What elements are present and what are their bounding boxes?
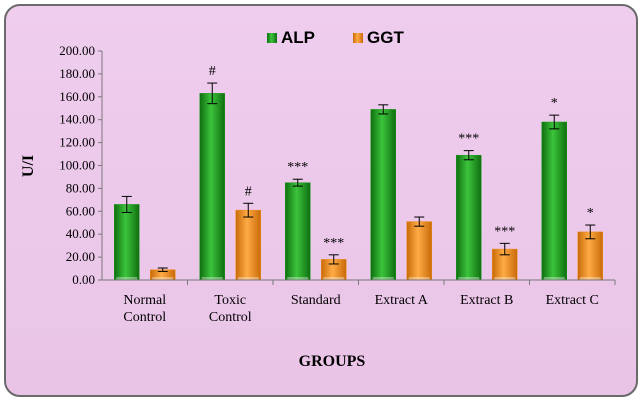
bar-base-highlight (543, 277, 565, 280)
bar-base-highlight (287, 277, 309, 280)
x-tick-label: Extract B (460, 293, 513, 308)
bar-base-highlight (408, 277, 430, 280)
bar-alp (370, 109, 396, 281)
x-tick-label: Extract C (546, 293, 599, 308)
bar-ggt (406, 221, 432, 281)
y-tick-label: 200.00 (59, 43, 95, 58)
y-tick-label: 20.00 (66, 249, 95, 264)
legend-label-ggt: GGT (367, 28, 404, 47)
bar-base-highlight (579, 277, 601, 280)
y-tick-label: 120.00 (59, 135, 95, 150)
bar-base-highlight (458, 277, 480, 280)
bar-ggt (577, 231, 603, 281)
y-tick-label: 160.00 (59, 89, 95, 104)
significance-label: *** (494, 224, 515, 239)
y-tick-label: 140.00 (59, 112, 95, 127)
y-axis: 0.00 20.00 40.00 60.00 80.00 100.00 120.00 140.… (59, 43, 103, 287)
chart-frame (4, 4, 638, 397)
y-tick-label: 60.00 (66, 203, 95, 218)
bar-base-highlight (152, 277, 174, 280)
significance-label: # (209, 64, 216, 79)
y-tick-label: 100.00 (59, 158, 95, 173)
x-tick-label: Toxic Control (209, 293, 252, 325)
bar-base-highlight (116, 277, 138, 280)
y-tick-label: 0.00 (72, 272, 95, 287)
significance-label: # (245, 184, 252, 199)
significance-label: *** (458, 132, 479, 147)
legend-swatch-ggt (353, 33, 363, 43)
bar-alp (199, 93, 225, 281)
significance-label: * (587, 206, 594, 221)
bar-alp (541, 121, 567, 281)
bar-base-highlight (237, 277, 259, 280)
legend-label-alp: ALP (281, 28, 315, 47)
x-axis-title: GROUPS (299, 353, 366, 370)
significance-label: *** (323, 236, 344, 251)
x-tick-label: Normal Control (123, 293, 166, 325)
x-axis: Normal Control Toxic Control Standard Extract… (102, 279, 616, 325)
bars: ##************** (114, 64, 603, 281)
bar-alp (456, 154, 482, 281)
bar-ggt (235, 209, 261, 281)
bar-alp (114, 204, 140, 281)
bar-base-highlight (494, 277, 516, 280)
bar-base-highlight (323, 277, 345, 280)
bar-alp (285, 182, 311, 281)
significance-label: *** (287, 160, 308, 175)
y-tick-label: 180.00 (59, 66, 95, 81)
legend: ALP GGT (267, 28, 404, 47)
x-tick-label: Extract A (375, 293, 429, 308)
bar-base-highlight (372, 277, 394, 280)
bar-base-highlight (201, 277, 223, 280)
y-axis-title: U/I (20, 155, 37, 177)
legend-swatch-alp (267, 33, 277, 43)
x-tick-label: Standard (291, 293, 341, 308)
y-tick-label: 80.00 (66, 180, 95, 195)
y-tick-label: 40.00 (66, 226, 95, 241)
significance-label: * (551, 96, 558, 111)
